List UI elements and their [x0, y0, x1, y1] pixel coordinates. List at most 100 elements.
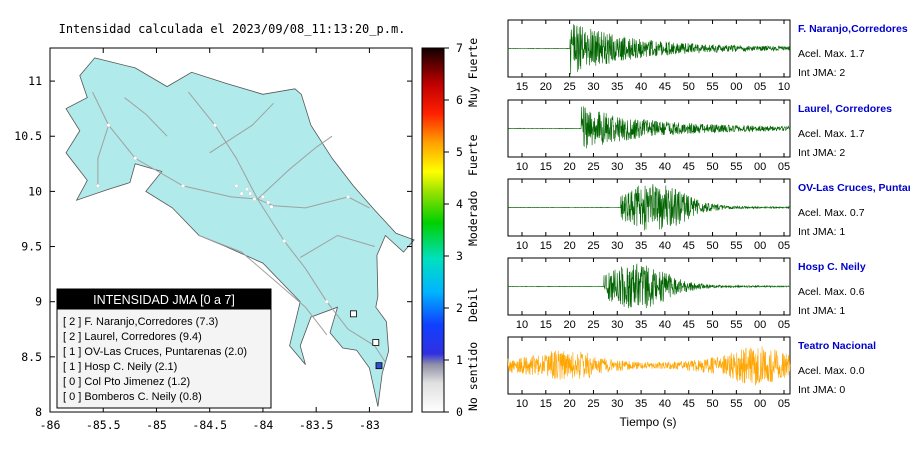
seismo-tick-label: 35	[635, 319, 647, 331]
road-line	[209, 102, 274, 154]
legend-item: [ 0 ] Bomberos C. Neily (0.8)	[63, 391, 202, 403]
legend-item: [ 0 ] Col Pto Jimenez (1.2)	[63, 376, 190, 388]
seismogram-panel: 10 15 20 25 30 35 40 45 50 55 00 05 Laurel, Corredor…	[507, 99, 892, 173]
city-dot	[248, 191, 253, 196]
seismo-tick-label: 05	[778, 398, 790, 410]
seismo-tick-label: 30	[611, 240, 623, 252]
road-line	[92, 91, 370, 209]
legend-item: [ 1 ] Hosp C. Neily (2.1)	[63, 361, 177, 373]
seismogram-trace	[507, 184, 791, 231]
colorbar-label-fuerte: Fuerte	[466, 134, 480, 176]
intensity-colorbar: 0 1 2 3 4 5 6 7 No sentido Debil Moderado Fuert…	[421, 38, 480, 419]
seismo-int-jma: Int JMA: 2	[798, 67, 845, 79]
seismo-tick-label: 05	[778, 319, 790, 331]
station-marker	[350, 310, 357, 318]
seismo-tick-label: 40	[659, 161, 671, 173]
road-line	[198, 235, 328, 336]
city-dot	[269, 204, 274, 209]
seismo-int-jma: Int JMA: 0	[798, 384, 845, 396]
seismo-tick-label: 45	[683, 161, 695, 173]
map-x-tick-label: -83.5	[299, 418, 334, 432]
station-marker	[372, 339, 380, 346]
map-x-tick-label: -84	[253, 418, 274, 432]
seismo-tick-label: 00	[730, 81, 742, 93]
seismogram-panel: 10 15 20 25 30 35 40 45 50 55 00 05 Hosp C. Neily Ace…	[507, 257, 866, 331]
seismo-tick-label: 10	[516, 319, 528, 331]
seismo-tick-label: 05	[778, 161, 790, 173]
seismo-tick-label: 10	[516, 240, 528, 252]
seismo-tick-label: 30	[587, 81, 599, 93]
seismogram-panel: 15 20 25 30 35 40 45 50 55 00 05 10 F. Naranjo,Corre…	[507, 19, 908, 93]
city-dot	[266, 200, 271, 205]
map-x-tick-label: -84.5	[192, 418, 227, 432]
seismo-acel-max: Acel. Max. 1.7	[798, 128, 865, 140]
seismo-tick-label: 55	[730, 240, 742, 252]
seismo-tick-label: 15	[516, 81, 528, 93]
seismo-tick-label: 50	[706, 398, 718, 410]
seismo-tick-label: 20	[564, 161, 576, 173]
seismo-tick-label: 10	[516, 161, 528, 173]
station-marker	[375, 362, 383, 370]
station-markers	[350, 310, 383, 370]
seismo-tick-label: 35	[635, 161, 647, 173]
intensity-legend: INTENSIDAD JMA [0 a 7] [ 2 ] F. Naranjo,…	[56, 288, 272, 409]
city-dot	[133, 156, 138, 161]
seismo-acel-max: Acel. Max. 0.7	[798, 207, 865, 219]
road-line	[299, 234, 375, 259]
seismogram-trace	[507, 263, 791, 309]
seismo-int-jma: Int JMA: 1	[798, 226, 845, 238]
legend-title-bar	[57, 289, 271, 309]
seismo-tick-label: 55	[730, 398, 742, 410]
seismogram-trace	[507, 106, 791, 149]
colorbar-label-debil: Debil	[466, 287, 480, 322]
seismo-acel-max: Acel. Max. 0.0	[798, 365, 865, 377]
seismo-tick-label: 10	[516, 398, 528, 410]
road-line	[124, 97, 168, 137]
city-dot	[181, 183, 186, 188]
map-y-axis: 8 8.5 9 9.5 10 10.5 11	[14, 74, 412, 419]
city-dot	[95, 183, 100, 188]
colorbar-tick-label: 1	[456, 353, 463, 367]
seismo-tick-label: 15	[540, 161, 552, 173]
seismo-tick-label: 40	[659, 240, 671, 252]
seismo-station-name: OV-Las Cruces, Puntar	[798, 182, 910, 194]
seismo-station-name: Teatro Nacional	[798, 340, 876, 352]
seismo-tick-label: 00	[754, 240, 766, 252]
colorbar-tick-label: 7	[456, 41, 463, 55]
seismo-tick-label: 35	[635, 240, 647, 252]
costa-rica-land	[65, 57, 415, 407]
colorbar-label-muy-fuerte: Muy Fuerte	[466, 38, 480, 107]
legend-item: [ 2 ] F. Naranjo,Corredores (7.3)	[63, 316, 218, 328]
map-frame	[49, 47, 413, 413]
seismo-tick-label: 15	[540, 398, 552, 410]
seismo-tick-label: 45	[683, 398, 695, 410]
road-line	[257, 135, 333, 200]
seismo-tick-label: 45	[683, 240, 695, 252]
colorbar-gradient	[421, 47, 445, 413]
seismo-acel-max: Acel. Max. 1.7	[798, 48, 865, 60]
road-line	[188, 91, 259, 200]
city-dot	[106, 123, 111, 128]
colorbar-label-no-sentido: No sentido	[466, 342, 480, 411]
seismo-tick-label: 20	[564, 398, 576, 410]
city-dot	[244, 187, 249, 192]
seismo-tick-label: 35	[611, 81, 623, 93]
seismo-tick-label: 55	[706, 81, 718, 93]
seismo-tick-label: 30	[611, 161, 623, 173]
map-y-tick-label: 10.5	[14, 129, 42, 143]
seismo-tick-label: 15	[540, 319, 552, 331]
seismogram-panels: 15 20 25 30 35 40 45 50 55 00 05 10 F. Naranjo,Corre…	[507, 19, 910, 410]
seismo-int-jma: Int JMA: 2	[798, 147, 845, 159]
map-x-tick-label: -85.5	[86, 418, 121, 432]
legend-item: [ 2 ] Laurel, Corredores (9.4)	[63, 331, 202, 343]
seismo-tick-label: 45	[659, 81, 671, 93]
city-dot	[324, 299, 329, 304]
seismogram-panel: 10 15 20 25 30 35 40 45 50 55 00 05 Teatro Nacional A…	[507, 336, 876, 410]
map-y-tick-label: 9.5	[21, 240, 42, 254]
seismo-tick-label: 05	[778, 240, 790, 252]
map-x-tick-label: -85	[146, 418, 167, 432]
seismo-tick-label: 55	[730, 161, 742, 173]
land-polygon	[65, 57, 415, 407]
city-dot	[260, 194, 265, 199]
